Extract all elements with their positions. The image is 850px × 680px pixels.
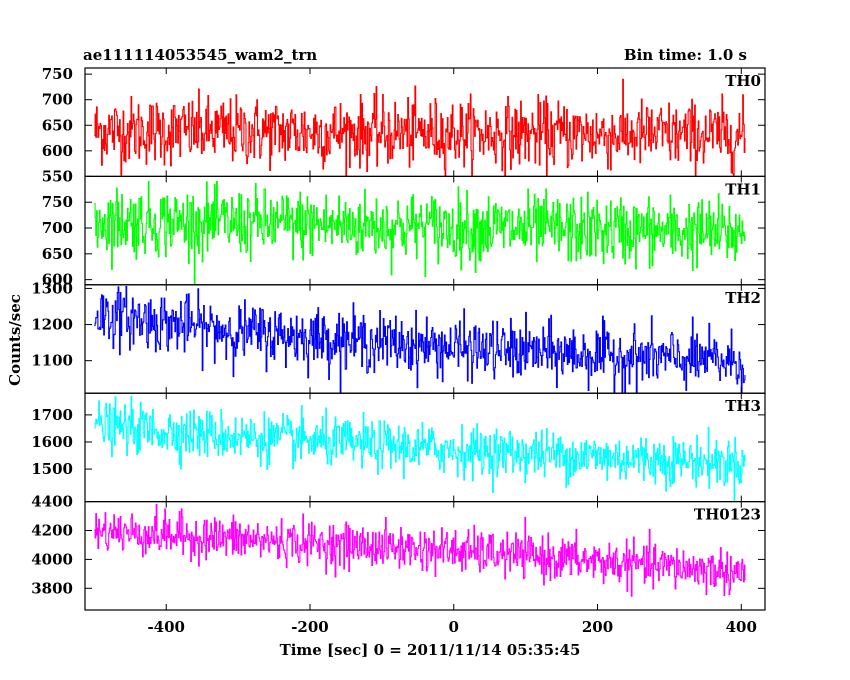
series-line-th2 xyxy=(94,286,746,394)
y-tick-label: 4400 xyxy=(31,493,73,511)
series-line-th1 xyxy=(94,181,746,285)
panel-label-th1: TH1 xyxy=(725,180,761,198)
y-axis-label: Counts/sec xyxy=(6,294,24,386)
panel-label-th2: TH2 xyxy=(725,289,761,307)
y-tick-label: 700 xyxy=(42,91,73,109)
x-tick-label: -400 xyxy=(147,618,185,636)
x-tick-label: 200 xyxy=(582,618,613,636)
series-line-th3 xyxy=(94,396,746,502)
panel-label-th3: TH3 xyxy=(725,397,761,415)
panel-label-th0123: TH0123 xyxy=(694,506,761,524)
series-line-th0123 xyxy=(94,504,746,597)
y-tick-label: 1100 xyxy=(31,352,73,370)
y-tick-label: 3800 xyxy=(31,579,73,597)
panel-th0: 550 600 650 700 750 TH0 xyxy=(42,65,766,185)
panel-frame xyxy=(84,392,766,503)
x-axis-label: Time [sec] 0 = 2011/11/14 05:35:45 xyxy=(280,641,581,659)
x-tick-label: -200 xyxy=(291,618,329,636)
panel-th2: 1100 1200 1300 TH2 xyxy=(31,279,766,394)
series-line-th0 xyxy=(94,78,746,177)
panels-group: 550 600 650 700 750 TH0 600 650 700 750 TH1 1100 120… xyxy=(31,65,766,636)
chart-title: ae111114053545_wam2_trn xyxy=(83,46,317,64)
panel-th3: 1500 1600 1700 TH3 xyxy=(31,392,766,503)
y-tick-label: 1200 xyxy=(31,316,73,334)
y-tick-label: 4200 xyxy=(31,522,73,540)
panel-th1: 600 650 700 750 TH1 xyxy=(42,175,766,289)
y-tick-label: 1700 xyxy=(31,406,73,424)
x-tick-label: 0 xyxy=(449,618,459,636)
y-tick-label: 750 xyxy=(42,65,73,83)
y-tick-label: 1300 xyxy=(31,279,73,297)
bin-time-label: Bin time: 1.0 s xyxy=(624,46,747,64)
panel-frame xyxy=(84,501,766,611)
y-tick-label: 600 xyxy=(42,271,73,289)
y-tick-label: 1500 xyxy=(31,460,73,478)
y-tick-label: 550 xyxy=(42,167,73,185)
y-tick-label: 1600 xyxy=(31,433,73,451)
panel-th0123: 3800 4000 4200 4400 TH0123 xyxy=(31,493,766,611)
panel-label-th0: TH0 xyxy=(725,72,761,90)
y-tick-label: 700 xyxy=(42,219,73,237)
y-tick-label: 4000 xyxy=(31,550,73,568)
y-tick-label: 650 xyxy=(42,245,73,263)
y-tick-label: 600 xyxy=(42,142,73,160)
x-tick-label: 400 xyxy=(726,618,757,636)
y-tick-label: 750 xyxy=(42,193,73,211)
y-tick-label: 650 xyxy=(42,116,73,134)
